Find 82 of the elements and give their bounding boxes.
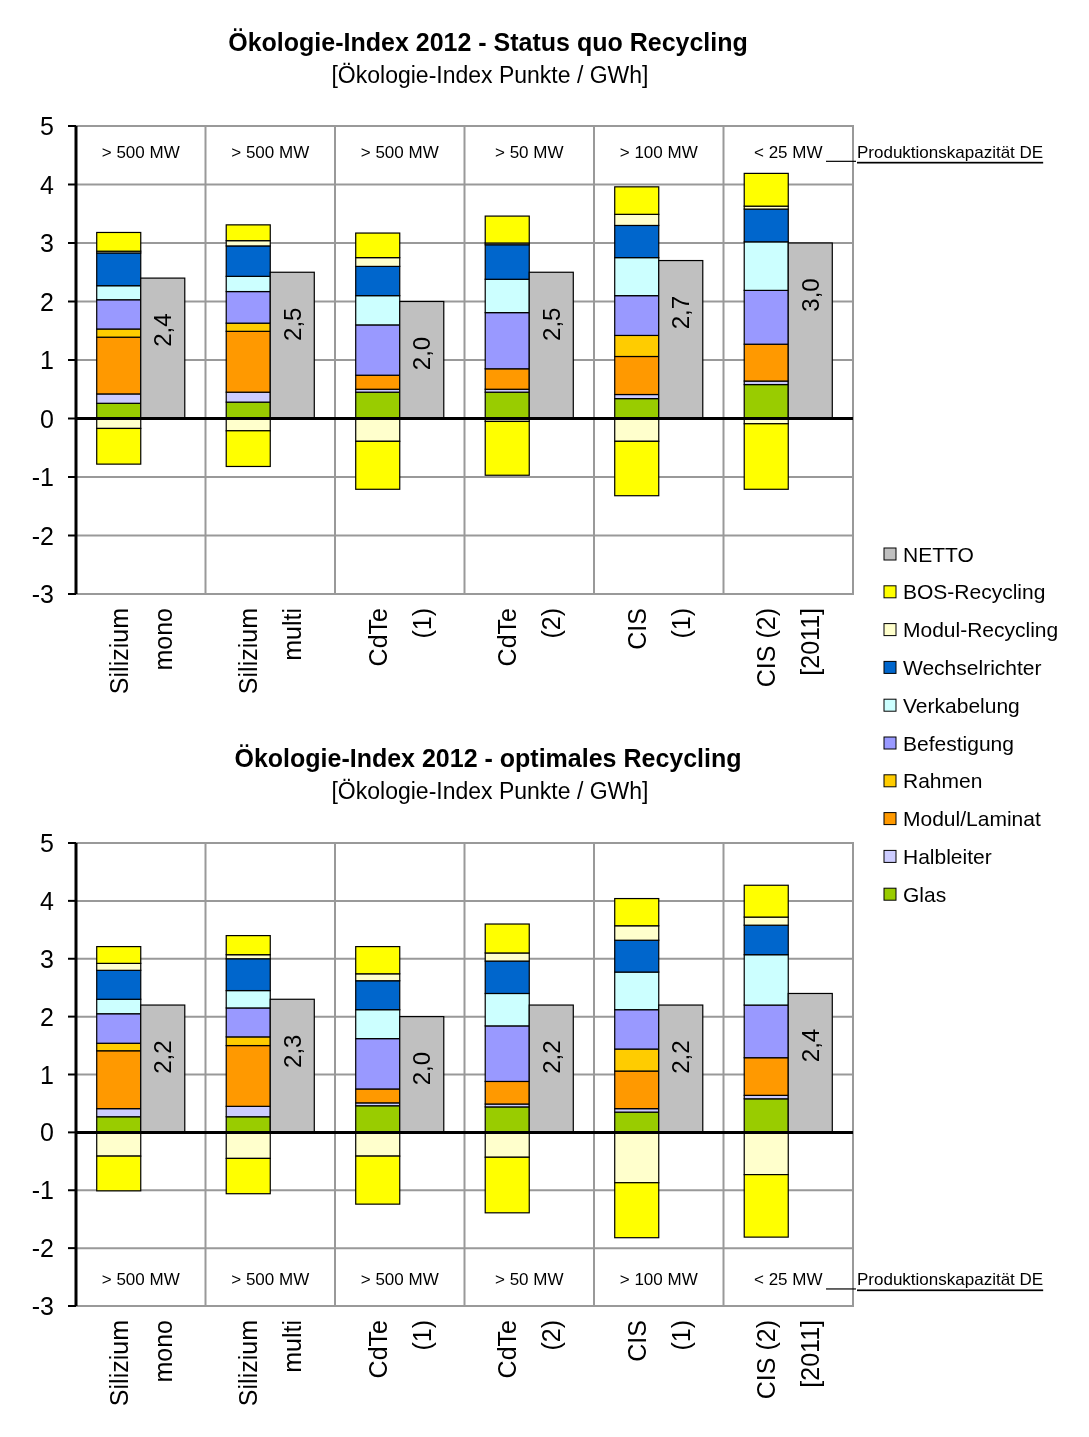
y-tick-label: 3 xyxy=(40,229,54,257)
annotation: > 500 MW xyxy=(231,142,310,162)
x-tick-label: CIS (2) xyxy=(752,1320,781,1400)
annotation: < 25 MW xyxy=(754,142,823,162)
legend-label: Befestigung xyxy=(903,731,1014,755)
y-tick-label: -2 xyxy=(31,521,54,550)
y-tick-label: 5 xyxy=(40,112,54,140)
data-label: 2,2 xyxy=(537,1040,565,1074)
y-tick-label: -2 xyxy=(31,1234,54,1263)
y-tick-label: 5 xyxy=(40,829,54,857)
x-tick-label: CdTe xyxy=(493,1320,522,1379)
data-label: 2,0 xyxy=(408,336,436,371)
x-tick-label: Silizium xyxy=(104,1320,133,1407)
annotation: > 50 MW xyxy=(495,142,564,162)
x-tick-label: CIS (2) xyxy=(752,608,781,688)
legend-label: Modul/Laminat xyxy=(903,807,1041,831)
x-tick-label: (1) xyxy=(666,608,695,639)
x-tick-label: multi xyxy=(278,1320,307,1373)
x-tick-label: CdTe xyxy=(363,608,392,667)
x-tick-label: (2) xyxy=(537,608,566,639)
y-tick-label: -1 xyxy=(31,463,54,491)
legend-label: BOS-Recycling xyxy=(903,580,1046,604)
data-label: 2,0 xyxy=(408,1051,436,1086)
x-tick-label: (2) xyxy=(537,1320,566,1351)
annotation: > 500 MW xyxy=(360,1270,439,1290)
annotation: > 50 MW xyxy=(495,1270,564,1290)
legend-label: Verkabelung xyxy=(903,693,1020,717)
x-tick-label: [2011] xyxy=(796,608,825,676)
annotation: > 500 MW xyxy=(101,1270,180,1290)
x-tick-label: CdTe xyxy=(363,1320,392,1379)
x-tick-label: (1) xyxy=(666,1320,695,1351)
x-tick-label: [2011] xyxy=(796,1320,825,1388)
x-tick-label: (1) xyxy=(407,1320,436,1351)
data-label: 2,5 xyxy=(278,307,306,341)
annotation: > 500 MW xyxy=(101,142,180,162)
data-label: 2,3 xyxy=(278,1034,306,1068)
y-tick-label: -3 xyxy=(31,1292,54,1320)
y-tick-label: 1 xyxy=(40,1060,54,1089)
annotation: > 100 MW xyxy=(619,142,698,162)
y-tick-label: 2 xyxy=(40,287,54,316)
data-label: 2,2 xyxy=(667,1040,695,1074)
x-tick-label: CIS xyxy=(622,608,651,650)
data-label: 2,4 xyxy=(796,1028,824,1063)
x-tick-label: (1) xyxy=(407,608,436,639)
x-tick-label: mono xyxy=(148,608,177,671)
y-tick-label: 1 xyxy=(40,346,54,374)
x-tick-label: Silizium xyxy=(234,608,263,695)
chart-subtitle: [Ökologie-Index Punkte / GWh] xyxy=(331,778,649,804)
data-label: 2,5 xyxy=(537,307,565,341)
legend-label: Wechselrichter xyxy=(903,655,1042,679)
y-tick-label: 0 xyxy=(40,404,54,433)
annotation: > 500 MW xyxy=(360,142,439,162)
annotation: < 25 MW xyxy=(754,1270,823,1290)
y-tick-label: -3 xyxy=(31,580,54,608)
data-label: 2,7 xyxy=(667,295,695,330)
x-tick-label: Silizium xyxy=(234,1320,263,1407)
data-label: 3,0 xyxy=(796,278,824,312)
x-tick-label: CdTe xyxy=(493,608,522,667)
annotation: > 100 MW xyxy=(619,1270,698,1290)
chart-title: Ökologie-Index 2012 - Status quo Recycling xyxy=(228,28,748,56)
data-label: 2,4 xyxy=(149,313,177,347)
chart-subtitle: [Ökologie-Index Punkte / GWh] xyxy=(331,62,649,88)
y-tick-label: 2 xyxy=(40,1002,54,1031)
y-tick-label: 0 xyxy=(40,1118,54,1147)
legend-label: Modul-Recycling xyxy=(903,618,1059,642)
text: Produktionskapazität DE xyxy=(857,1270,1044,1290)
legend-label: Glas xyxy=(903,882,947,906)
x-tick-label: multi xyxy=(278,608,307,661)
y-tick-label: 3 xyxy=(40,944,54,973)
legend-label: Halbleiter xyxy=(903,844,992,868)
data-label: 2,2 xyxy=(149,1040,177,1074)
legend-label: Rahmen xyxy=(903,769,983,793)
x-tick-label: mono xyxy=(148,1320,177,1383)
legend-label: NETTO xyxy=(903,542,974,566)
y-tick-label: -1 xyxy=(31,1176,54,1205)
x-tick-label: CIS xyxy=(622,1320,651,1362)
chart-title: Ökologie-Index 2012 - optimales Recycling xyxy=(234,744,742,772)
y-tick-label: 4 xyxy=(40,886,55,915)
text: Produktionskapazität DE xyxy=(857,142,1044,162)
annotation: > 500 MW xyxy=(231,1270,310,1290)
x-tick-label: Silizium xyxy=(104,608,133,695)
y-tick-label: 4 xyxy=(40,170,55,199)
